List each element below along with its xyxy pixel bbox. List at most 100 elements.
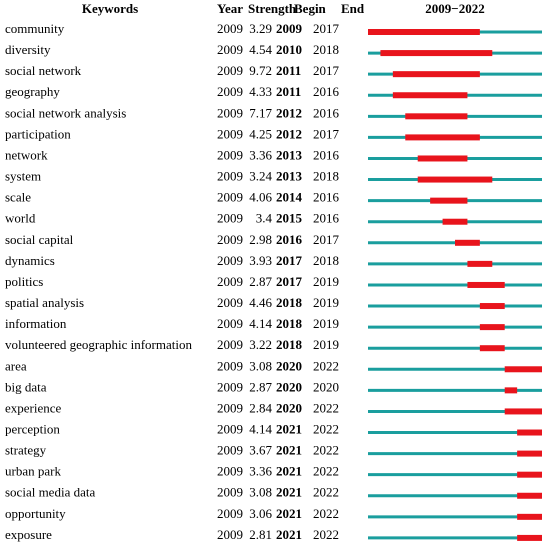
begin: 2016 [276, 232, 303, 247]
burst-bar [517, 429, 542, 436]
strength: 2.81 [249, 527, 272, 542]
year: 2009 [217, 63, 243, 78]
end: 2016 [313, 147, 340, 162]
burst-bar [392, 71, 480, 78]
end: 2022 [313, 358, 339, 373]
keyword: geography [5, 84, 60, 99]
year: 2009 [217, 147, 243, 162]
header-year: Year [217, 1, 243, 16]
year: 2009 [217, 485, 243, 500]
strength: 4.06 [249, 190, 272, 205]
end: 2016 [313, 84, 340, 99]
burst-bar [405, 113, 468, 120]
begin: 2018 [276, 295, 303, 310]
burst-bar [380, 50, 493, 57]
keyword: spatial analysis [5, 295, 84, 310]
begin: 2018 [276, 316, 303, 331]
year: 2009 [217, 506, 243, 521]
strength: 3.93 [249, 253, 272, 268]
end: 2019 [313, 316, 339, 331]
strength: 3.36 [249, 147, 272, 162]
burst-bar [517, 471, 542, 478]
end: 2022 [313, 464, 339, 479]
keyword: politics [5, 274, 43, 289]
end: 2016 [313, 211, 340, 226]
begin: 2021 [276, 485, 302, 500]
keyword: participation [5, 126, 71, 141]
keyword: social capital [5, 232, 74, 247]
strength: 3.08 [249, 485, 272, 500]
begin: 2017 [276, 253, 303, 268]
begin: 2011 [276, 63, 301, 78]
keyword: information [5, 316, 67, 331]
keyword: strategy [5, 443, 47, 458]
begin: 2010 [276, 42, 302, 57]
header-strength: Strength [248, 1, 297, 16]
keyword: community [5, 21, 65, 36]
strength: 2.87 [249, 274, 272, 289]
burst-bar [417, 176, 493, 183]
year: 2009 [217, 443, 243, 458]
begin: 2013 [276, 169, 303, 184]
burst-bar [479, 345, 505, 352]
year: 2009 [217, 358, 243, 373]
begin: 2021 [276, 422, 302, 437]
begin: 2021 [276, 464, 302, 479]
begin: 2015 [276, 211, 303, 226]
begin: 2012 [276, 126, 302, 141]
end: 2019 [313, 274, 339, 289]
header-timeline: 2009−2022 [425, 1, 484, 16]
keyword: system [5, 169, 41, 184]
strength: 3.4 [256, 211, 273, 226]
keyword: social network analysis [5, 105, 126, 120]
end: 2017 [313, 21, 340, 36]
strength: 9.72 [249, 63, 272, 78]
begin: 2021 [276, 506, 302, 521]
burst-bar [467, 281, 505, 288]
begin: 2009 [276, 21, 303, 36]
burst-bar [517, 534, 542, 541]
end: 2022 [313, 422, 339, 437]
year: 2009 [217, 295, 243, 310]
year: 2009 [217, 190, 243, 205]
begin: 2021 [276, 527, 302, 542]
keyword: area [5, 358, 27, 373]
end: 2018 [313, 42, 339, 57]
year: 2009 [217, 274, 243, 289]
burst-bar [517, 492, 542, 499]
year: 2009 [217, 422, 243, 437]
burst-bar [504, 408, 542, 415]
strength: 4.46 [249, 295, 272, 310]
burst-bar [368, 29, 480, 35]
header-end: End [341, 1, 365, 16]
end: 2022 [313, 506, 339, 521]
end: 2018 [313, 169, 339, 184]
keyword: volunteered geographic information [5, 337, 192, 352]
end: 2017 [313, 63, 340, 78]
keyword: exposure [5, 527, 52, 542]
strength: 3.06 [249, 506, 272, 521]
burst-bar [417, 155, 468, 162]
burst-bar [455, 239, 480, 246]
burst-bar [504, 366, 542, 373]
end: 2019 [313, 337, 339, 352]
strength: 4.54 [249, 42, 272, 57]
end: 2016 [313, 190, 340, 205]
strength: 3.29 [249, 21, 272, 36]
year: 2009 [217, 126, 243, 141]
burst-bar [517, 450, 542, 457]
strength: 3.22 [249, 337, 272, 352]
burst-bar [504, 387, 518, 394]
keyword: world [5, 211, 36, 226]
strength: 3.36 [249, 464, 272, 479]
year: 2009 [217, 379, 243, 394]
header-keywords: Keywords [82, 1, 138, 16]
year: 2009 [217, 84, 243, 99]
end: 2018 [313, 253, 339, 268]
burst-bar [479, 324, 505, 331]
year: 2009 [217, 527, 243, 542]
strength: 3.08 [249, 358, 272, 373]
keyword: perception [5, 422, 60, 437]
